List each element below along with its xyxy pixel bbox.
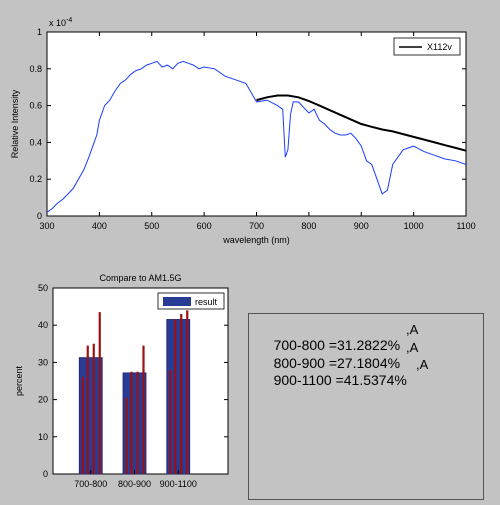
- result-suffix: ,A: [406, 322, 419, 337]
- y-tick-label: 0.6: [29, 101, 42, 111]
- y-tick-label: 0: [43, 469, 48, 479]
- result-line-800-900: 800-900 =27.1804% ,A: [258, 339, 419, 403]
- x-tick-label: 500: [144, 221, 159, 231]
- x-tick-label: 600: [197, 221, 212, 231]
- x-tick-label: 900: [354, 221, 369, 231]
- x-tick-label: 1100: [456, 221, 475, 231]
- x-tick-label: 800-900: [118, 479, 151, 489]
- y-tick-label: 0.4: [29, 137, 42, 147]
- y-tick-label: 20: [38, 395, 48, 405]
- x-tick-label: 400: [92, 221, 107, 231]
- result-line-900-1100: 900-1100 =41.5374% ,A: [258, 356, 429, 420]
- y-tick-label: 0.2: [29, 174, 42, 184]
- spectrum-series-line: [46, 60, 467, 213]
- y-tick-label: 0.8: [29, 64, 42, 74]
- result-value: 700-800 =31.2822%: [273, 337, 401, 353]
- result-value: 800-900 =27.1804%: [273, 355, 401, 371]
- x-tick-label: 300: [39, 221, 54, 231]
- result-line-700-800: 700-800 =31.2822% ,A: [258, 321, 419, 385]
- y-tick-label: 10: [38, 432, 48, 442]
- y-tick-label: 50: [38, 283, 48, 293]
- plot-area: [46, 31, 467, 217]
- legend-entry: result: [195, 297, 218, 307]
- x-tick-label: 1000: [404, 221, 424, 231]
- result-value: 900-1100 =41.5374%: [273, 372, 407, 388]
- y-tick-label: 1: [37, 27, 42, 37]
- x-tick-label: 800: [301, 221, 316, 231]
- legend-entry: X112v: [427, 42, 452, 52]
- result-suffix: ,A: [416, 357, 429, 372]
- x112v-series-line: [256, 94, 467, 152]
- spectrum-chart: 300 400 500 600 700 800 900 1000 1100 0 0.2 0.4 0.6 0…: [10, 17, 476, 245]
- y-axis-label: Relative Intensity: [10, 89, 20, 158]
- x-tick-label: 900-1100: [160, 479, 197, 489]
- y-axis-label: percent: [14, 365, 24, 396]
- exponent-label: x 10-4: [49, 17, 72, 28]
- y-tick-label: 30: [38, 357, 48, 367]
- legend-swatch: [163, 297, 191, 306]
- x-tick-label: 700-800: [74, 479, 107, 489]
- x-tick-label: 700: [249, 221, 264, 231]
- result-suffix: ,A: [406, 340, 419, 355]
- x-axis-label: wavelength (nm): [222, 235, 290, 245]
- y-tick-label: 0: [37, 211, 42, 221]
- comparison-bar-chart: Compare to AM1.5G 0 10 20 30 40 50 percent 700-8…: [14, 273, 229, 489]
- y-tick-label: 40: [38, 320, 48, 330]
- chart-title: Compare to AM1.5G: [99, 273, 181, 283]
- results-panel: 700-800 =31.2822% ,A 800-900 =27.1804% ,…: [248, 313, 484, 500]
- legend-box: [393, 37, 461, 56]
